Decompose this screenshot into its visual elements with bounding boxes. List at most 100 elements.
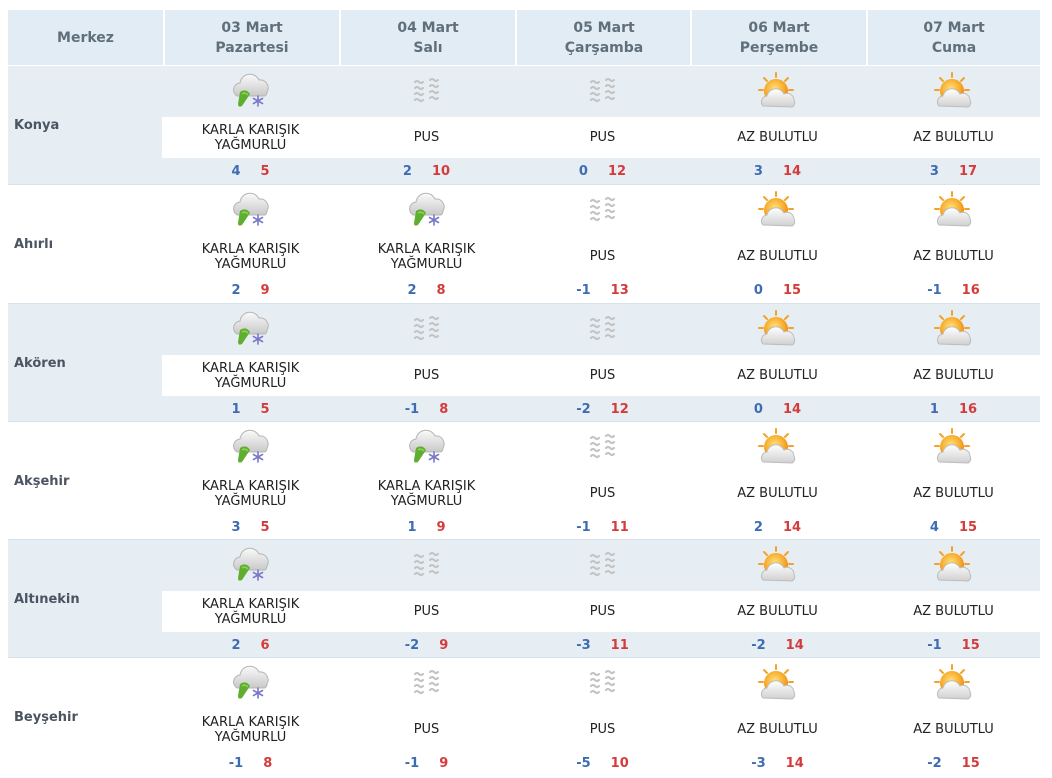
min-temperature: 2: [753, 520, 763, 535]
row-divider: [8, 184, 1040, 185]
mist-icon: [579, 70, 627, 114]
header-date: 07 Mart: [923, 19, 985, 36]
condition-line-2: YAĞMURLU: [214, 376, 287, 391]
mist-icon: [579, 544, 627, 588]
temperature-range: -2 14: [690, 638, 865, 653]
temperature-range: 1 16: [866, 402, 1041, 417]
row-divider: [8, 421, 1040, 422]
condition-line-1: AZ BULUTLU: [737, 722, 818, 737]
max-temperature: 12: [610, 402, 629, 417]
partly-cloudy-icon: [754, 426, 802, 470]
max-temperature: 14: [785, 638, 804, 653]
condition-text: PUS: [515, 368, 690, 383]
mist-icon: [403, 70, 451, 114]
max-temperature: 8: [436, 283, 446, 298]
condition-line-1: PUS: [413, 130, 440, 145]
temperature-range: 2 14: [690, 520, 865, 535]
condition-text: PUS: [515, 249, 690, 264]
partly-cloudy-icon: [930, 662, 978, 706]
temperature-range: -1 15: [866, 638, 1041, 653]
condition-line-1: AZ BULUTLU: [913, 130, 994, 145]
max-temperature: 5: [260, 164, 270, 179]
condition-text: KARLA KARIŞIK YAĞMURLU: [163, 715, 338, 745]
min-temperature: 2: [231, 638, 241, 653]
condition-line-1: KARLA KARIŞIK: [377, 242, 476, 257]
min-temperature: -1: [927, 638, 942, 653]
sleet-icon: [227, 308, 275, 352]
city-cell: Konya: [8, 66, 162, 184]
temperature-range: 4 15: [866, 520, 1041, 535]
max-temperature: 8: [263, 756, 273, 771]
condition-line-1: PUS: [413, 368, 440, 383]
min-temperature: 3: [929, 164, 939, 179]
max-temperature: 15: [782, 283, 802, 298]
mist-icon: [403, 662, 451, 706]
header-center-label: Merkez: [57, 29, 114, 46]
row-divider: [8, 539, 1040, 540]
min-temperature: 1: [231, 402, 241, 417]
max-temperature: 15: [961, 638, 980, 653]
condition-line-1: PUS: [589, 249, 616, 264]
max-temperature: 14: [782, 402, 802, 417]
max-temperature: 16: [961, 283, 980, 298]
condition-line-1: AZ BULUTLU: [737, 249, 818, 264]
condition-line-1: AZ BULUTLU: [913, 722, 994, 737]
temperature-range: 0 12: [515, 164, 690, 179]
city-name: Altınekin: [14, 592, 80, 607]
temperature-range: -3 14: [690, 756, 865, 771]
partly-cloudy-icon: [930, 70, 978, 114]
icon-band: [8, 304, 1040, 355]
partly-cloudy-icon: [754, 70, 802, 114]
max-temperature: 12: [607, 164, 627, 179]
condition-text: PUS: [515, 604, 690, 619]
row-divider: [8, 657, 1040, 658]
header-weekday: Çarşamba: [564, 39, 644, 56]
temperature-range: -5 10: [515, 756, 690, 771]
condition-text: AZ BULUTLU: [866, 368, 1041, 383]
max-temperature: 9: [439, 756, 449, 771]
condition-text: AZ BULUTLU: [866, 486, 1041, 501]
city-cell: Ahırlı: [8, 185, 162, 303]
condition-text: PUS: [515, 130, 690, 145]
condition-text: AZ BULUTLU: [690, 130, 865, 145]
temperature-range: -1 8: [163, 756, 338, 771]
min-temperature: 2: [407, 283, 417, 298]
min-temperature: 2: [402, 164, 412, 179]
min-temperature: 3: [753, 164, 763, 179]
max-temperature: 14: [782, 520, 802, 535]
header-date: 04 Mart: [397, 19, 459, 36]
min-temperature: 0: [578, 164, 588, 179]
condition-line-1: PUS: [413, 722, 440, 737]
max-temperature: 11: [610, 520, 629, 535]
max-temperature: 14: [782, 164, 802, 179]
temperature-range: 0 14: [690, 402, 865, 417]
icon-band: [8, 185, 1040, 236]
min-temperature: -1: [404, 756, 420, 771]
max-temperature: 13: [610, 283, 629, 298]
condition-line-1: KARLA KARIŞIK: [201, 361, 300, 376]
city-name: Konya: [14, 118, 60, 133]
temperature-range: -3 11: [515, 638, 690, 653]
temperature-range: -1 9: [339, 756, 514, 771]
icon-band: [8, 540, 1040, 591]
max-temperature: 16: [958, 402, 978, 417]
header-day-5: 07 Mart Cuma: [866, 10, 1040, 65]
condition-line-1: PUS: [589, 604, 616, 619]
condition-line-1: AZ BULUTLU: [737, 130, 818, 145]
mist-icon: [579, 189, 627, 233]
condition-line-1: AZ BULUTLU: [913, 368, 994, 383]
header-date: 03 Mart: [221, 19, 283, 36]
condition-line-1: KARLA KARIŞIK: [201, 242, 300, 257]
icon-band: [8, 422, 1040, 473]
temperature-range: -2 9: [339, 638, 514, 653]
condition-text: AZ BULUTLU: [690, 604, 865, 619]
temperature-range: 3 17: [866, 164, 1041, 179]
temperature-range: -1 8: [339, 402, 514, 417]
max-temperature: 10: [610, 756, 629, 771]
condition-text: PUS: [515, 722, 690, 737]
max-temperature: 15: [958, 520, 978, 535]
header-center-cell: Merkez: [8, 10, 163, 65]
temperature-range: -1 11: [515, 520, 690, 535]
